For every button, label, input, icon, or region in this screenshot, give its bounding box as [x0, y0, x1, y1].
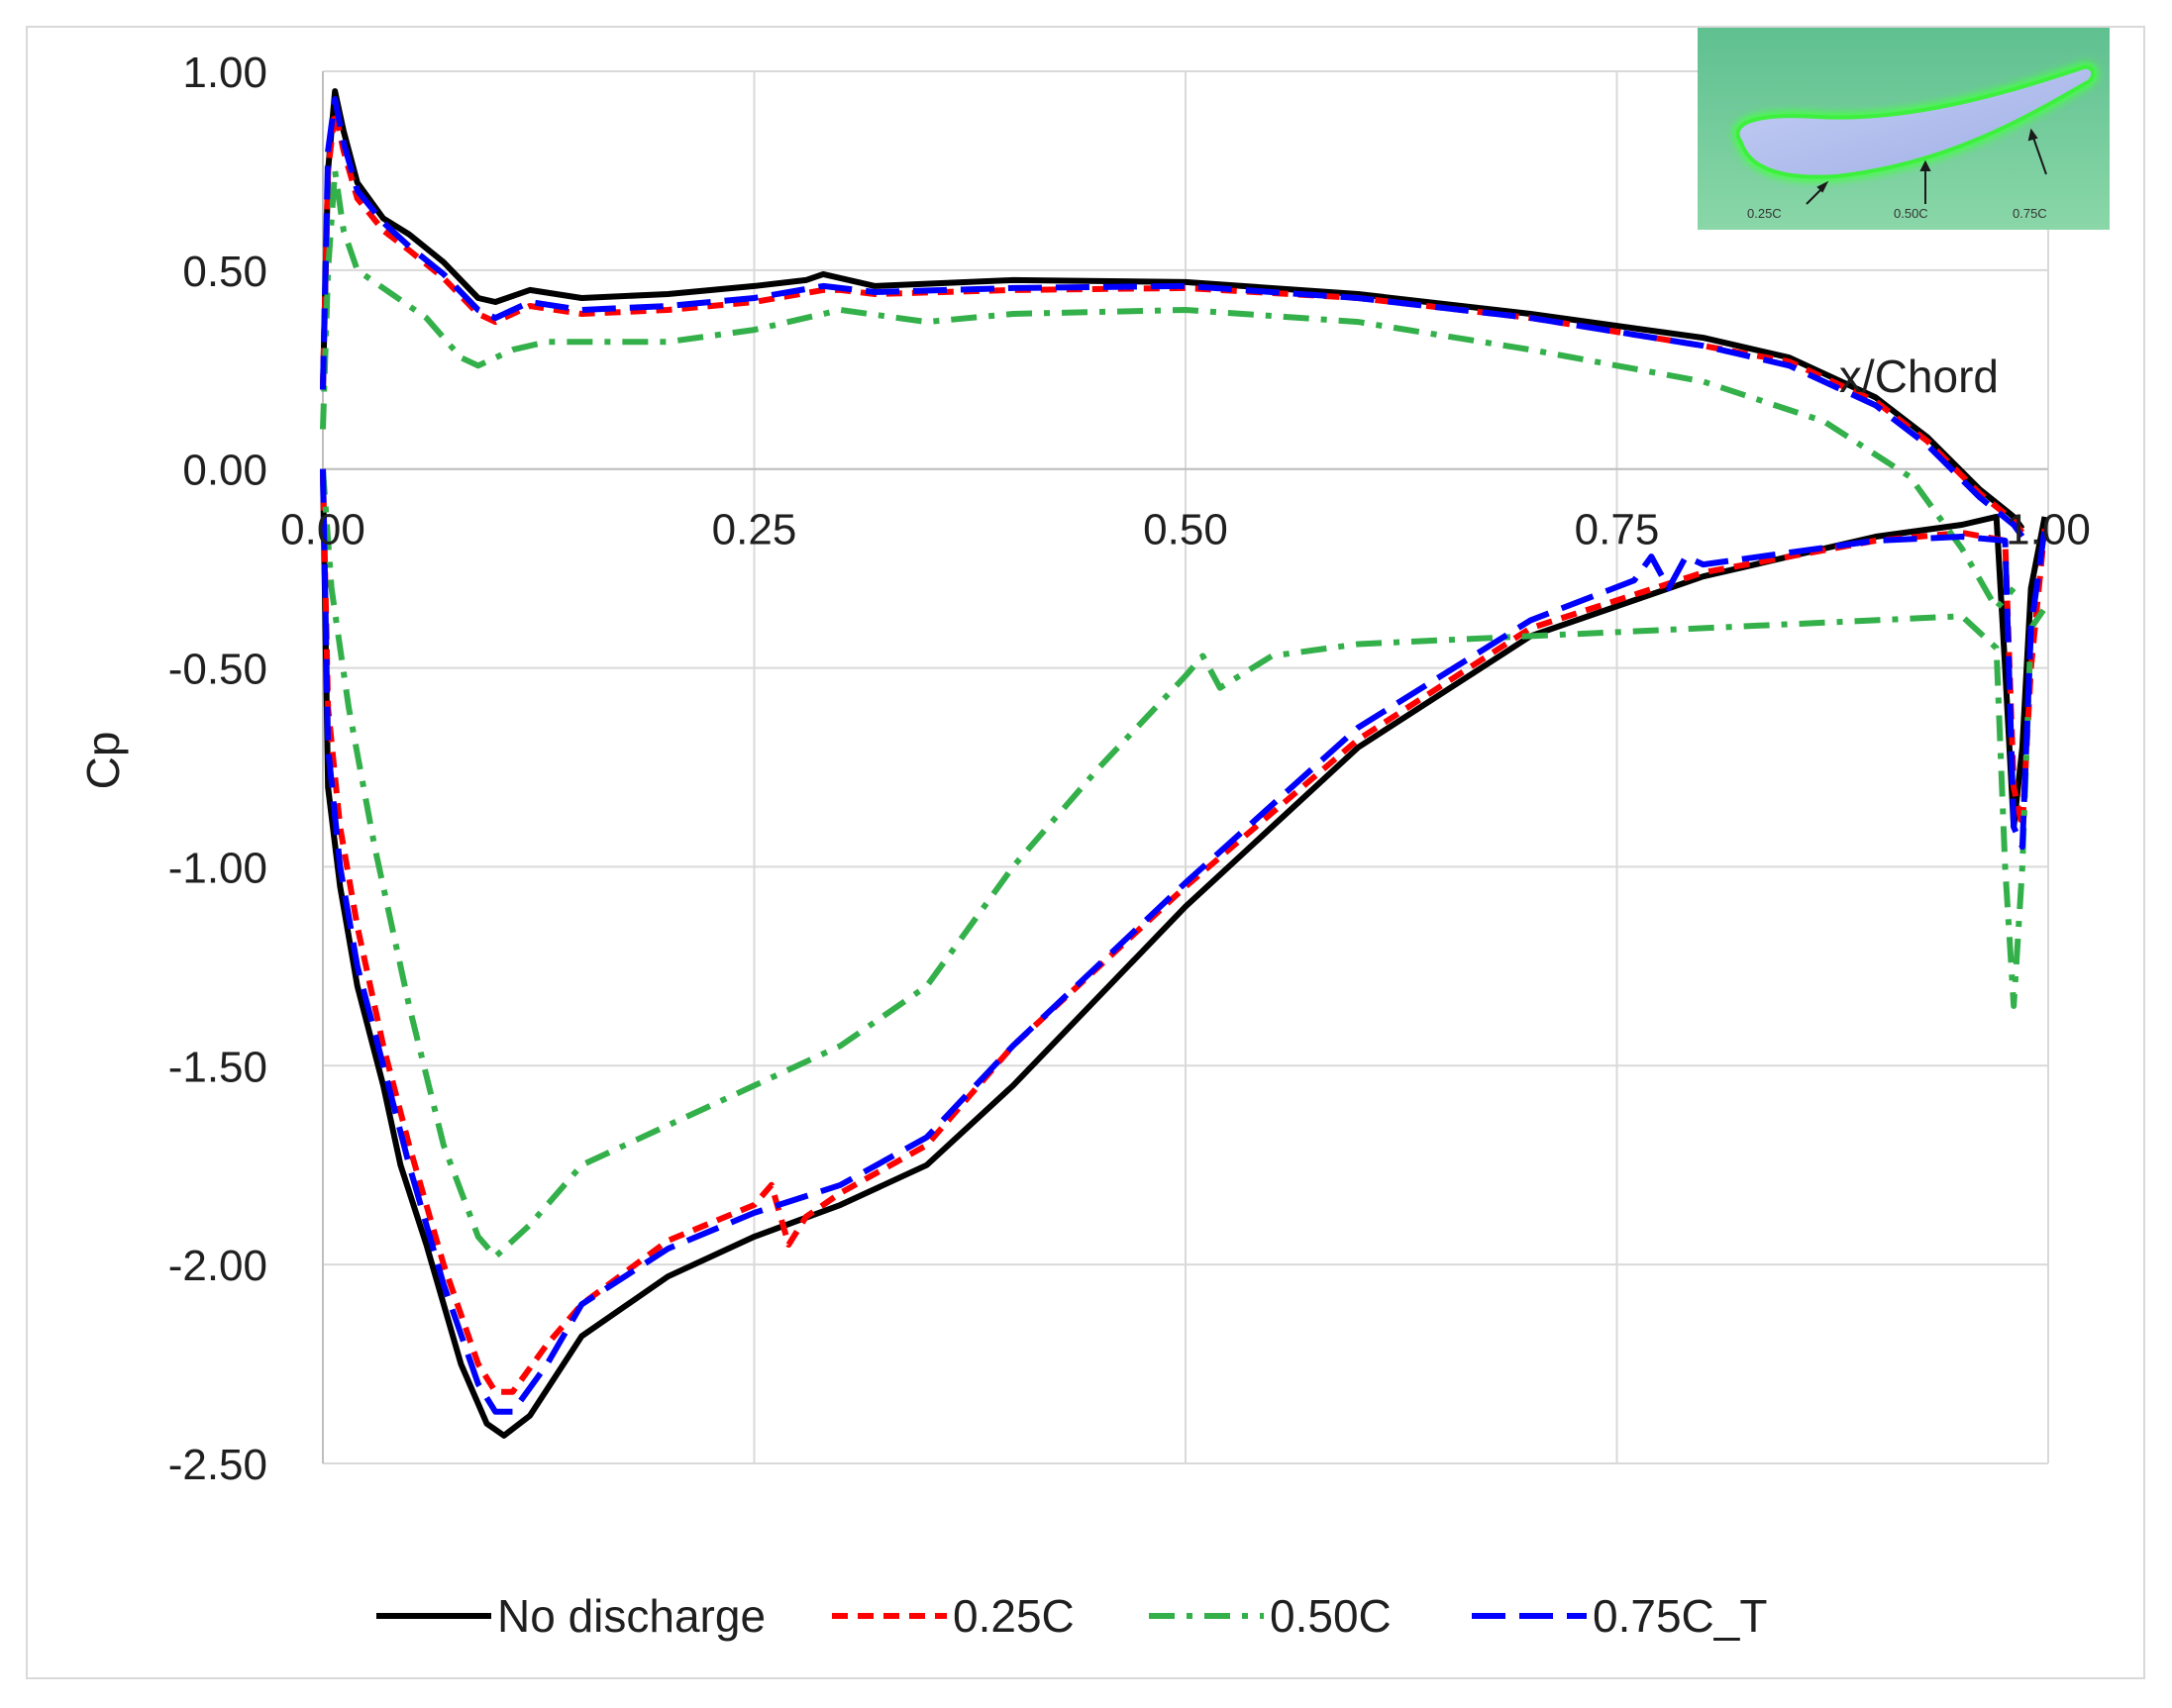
y-tick-label: 0.50: [182, 248, 267, 296]
series-line-no-discharge-lower: [320, 468, 2048, 1439]
chart-frame: 1.00 0.50 0.00 -0.50 -1.00 -1.50 -2.00 -2.50 0.0…: [26, 26, 2145, 1679]
x-tick-label: 0.00: [280, 506, 365, 554]
y-tick-label: -1.00: [168, 844, 267, 892]
series-line-0-75c-t-upper: [320, 96, 2025, 539]
series-line-0-75c-t-lower: [320, 468, 2048, 1415]
y-axis-title: Cp: [77, 732, 129, 790]
inset-label-0-25c: 0.25C: [1747, 206, 1782, 221]
x-tick-label: 1.00: [2006, 506, 2091, 554]
x-tick-label: 0.50: [1143, 506, 1228, 554]
inset-airfoil-figure: 0.25C 0.50C 0.75C: [1698, 28, 2110, 230]
airfoil-shape: [1735, 64, 2096, 179]
y-tick-label: -2.00: [168, 1242, 267, 1290]
y-tick-label: 1.00: [182, 49, 267, 97]
y-tick-label: 0.00: [182, 447, 267, 495]
series-layer: [320, 88, 2048, 1439]
inset-label-0-75c: 0.75C: [2013, 206, 2047, 221]
series-line-no-discharge-upper: [320, 88, 2025, 531]
inset-arrow-icon: [1806, 128, 2047, 205]
inset-label-0-50c: 0.50C: [1894, 206, 1928, 221]
series-line-0-50c-upper: [320, 167, 2017, 612]
legend-label-0-50c: 0.50C: [1270, 1590, 1392, 1642]
tick-layer: 1.00 0.50 0.00 -0.50 -1.00 -1.50 -2.00 -2.50 0.0…: [168, 49, 2091, 1489]
legend: No discharge 0.25C 0.50C 0.75C_T: [376, 1590, 1767, 1642]
legend-label-0-25c: 0.25C: [953, 1590, 1075, 1642]
y-tick-label: -1.50: [168, 1043, 267, 1091]
y-tick-label: -0.50: [168, 646, 267, 694]
series-line-0-25c-lower: [320, 468, 2048, 1395]
series-line-0-25c-upper: [320, 108, 2025, 535]
grid-layer: [322, 70, 2049, 1464]
chart-svg: 1.00 0.50 0.00 -0.50 -1.00 -1.50 -2.00 -2.50 0.0…: [77, 28, 2110, 1642]
legend-label-no-discharge: No discharge: [497, 1590, 766, 1642]
x-tick-label: 0.25: [712, 506, 797, 554]
series-line-0-50c-lower: [320, 468, 2047, 1260]
x-tick-label: 0.75: [1575, 506, 1660, 554]
x-axis-title: x/Chord: [1839, 351, 1999, 402]
legend-label-0-75c-t: 0.75C_T: [1593, 1590, 1767, 1642]
y-tick-label: -2.50: [168, 1441, 267, 1489]
